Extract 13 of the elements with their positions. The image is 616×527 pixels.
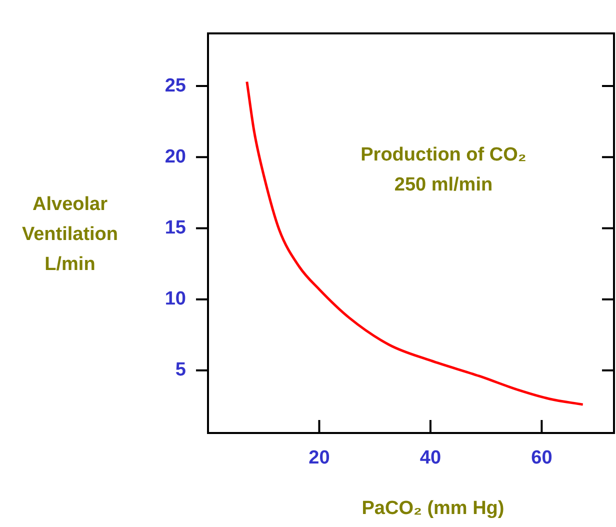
x-tick-label: 20 <box>308 448 330 469</box>
annotation: 250 ml/min <box>394 174 493 196</box>
y-tick-label: 25 <box>164 75 186 96</box>
y-tick-label: 5 <box>175 360 186 381</box>
x-axis-title: PaCO₂ (mm Hg) <box>360 497 506 521</box>
line-series <box>246 80 584 406</box>
annotation: Production of CO₂ <box>360 144 526 166</box>
y-tick-label: 10 <box>164 288 186 310</box>
y-tick-label: 20 <box>164 146 186 168</box>
y-axis-title: Alveolar Ventilation L/min <box>20 193 120 277</box>
x-tick-label: 60 <box>531 448 552 469</box>
y-tick-label: 15 <box>164 217 186 238</box>
x-tick-label: 40 <box>420 448 442 469</box>
